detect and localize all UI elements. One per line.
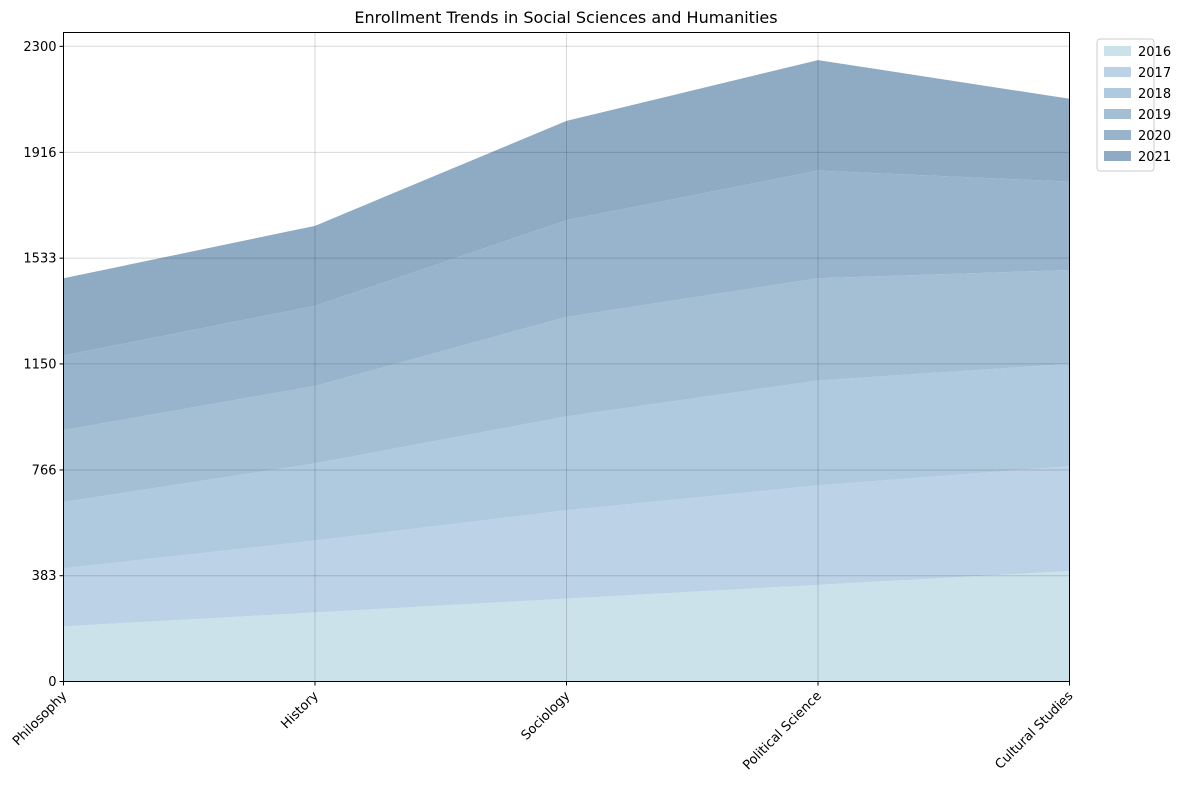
y-tick-label: 383 (32, 569, 57, 584)
y-tick-label: 0 (48, 675, 56, 690)
legend-label: 2019 (1138, 108, 1171, 123)
area-series-2019 (63, 270, 1070, 502)
y-axis: 0 383 766 1150 1533 1916 2300 (23, 40, 64, 690)
area-series-2021 (63, 60, 1070, 356)
x-tick-label: Political Science (740, 689, 825, 774)
x-tick-label: History (279, 689, 323, 733)
y-tick-label: 1916 (23, 146, 56, 161)
chart-title: Enrollment Trends in Social Sciences and… (354, 8, 777, 27)
x-axis: Philosophy History Sociology Political Scie… (10, 681, 1077, 774)
legend-swatch (1104, 109, 1131, 119)
legend-label: 2017 (1138, 66, 1171, 81)
legend-swatch (1104, 130, 1131, 140)
y-tick-label: 1150 (23, 357, 56, 372)
legend: 2016 2017 2018 2019 2020 2021 (1096, 38, 1171, 172)
y-tick-label: 1533 (23, 252, 56, 267)
legend-swatch (1104, 46, 1131, 56)
area-layers (63, 60, 1070, 682)
x-tick-label: Cultural Studies (993, 689, 1077, 773)
area-series-2020 (63, 170, 1070, 431)
legend-label: 2018 (1138, 87, 1171, 102)
area-series-2017 (63, 466, 1070, 627)
legend-swatch (1104, 151, 1131, 161)
legend-label: 2020 (1138, 129, 1171, 144)
area-series-2016 (63, 571, 1070, 682)
y-tick-label: 2300 (23, 40, 56, 55)
legend-label: 2021 (1138, 150, 1171, 165)
area-series-2018 (63, 363, 1070, 569)
legend-swatch (1104, 67, 1131, 77)
y-tick-label: 766 (32, 463, 57, 478)
legend-swatch (1104, 88, 1131, 98)
x-tick-label: Philosophy (10, 689, 70, 749)
legend-label: 2016 (1138, 45, 1171, 60)
x-tick-label: Sociology (519, 689, 574, 744)
